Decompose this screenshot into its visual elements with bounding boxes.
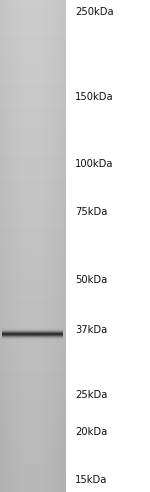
Text: 100kDa: 100kDa: [75, 159, 114, 169]
Text: 50kDa: 50kDa: [75, 275, 107, 285]
Text: 25kDa: 25kDa: [75, 390, 107, 400]
Text: 20kDa: 20kDa: [75, 427, 107, 437]
Text: 250kDa: 250kDa: [75, 7, 114, 17]
Text: 15kDa: 15kDa: [75, 475, 107, 485]
Text: 75kDa: 75kDa: [75, 207, 107, 217]
Text: 37kDa: 37kDa: [75, 325, 107, 335]
Text: 150kDa: 150kDa: [75, 92, 114, 102]
